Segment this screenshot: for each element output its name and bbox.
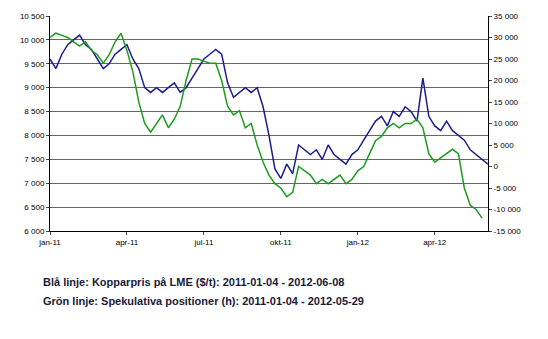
- svg-text:25 000: 25 000: [494, 55, 519, 64]
- svg-text:30 000: 30 000: [494, 33, 519, 42]
- svg-text:10 000: 10 000: [494, 119, 519, 128]
- svg-text:jul-11: jul-11: [193, 238, 214, 247]
- svg-text:apr-11: apr-11: [116, 238, 139, 247]
- svg-text:35 000: 35 000: [494, 12, 519, 21]
- svg-text:-5 000: -5 000: [494, 184, 517, 193]
- svg-text:20 000: 20 000: [494, 76, 519, 85]
- svg-text:9 000: 9 000: [24, 83, 45, 92]
- svg-text:6 500: 6 500: [24, 203, 45, 212]
- svg-text:Grön linje: Spekulativa positi: Grön linje: Spekulativa positioner (h): …: [43, 295, 364, 307]
- svg-text:10 500: 10 500: [20, 12, 45, 21]
- svg-text:0: 0: [494, 162, 499, 171]
- svg-text:apr-12: apr-12: [423, 238, 447, 247]
- svg-text:-15 000: -15 000: [494, 227, 522, 236]
- svg-text:10 000: 10 000: [20, 36, 45, 45]
- svg-text:7 500: 7 500: [24, 155, 45, 164]
- svg-text:6 000: 6 000: [24, 227, 45, 236]
- svg-text:15 000: 15 000: [494, 98, 519, 107]
- svg-text:9 500: 9 500: [24, 60, 45, 69]
- svg-text:jan-11: jan-11: [38, 238, 61, 247]
- svg-text:5 000: 5 000: [494, 141, 515, 150]
- svg-text:jan-12: jan-12: [346, 238, 370, 247]
- svg-text:-10 000: -10 000: [494, 205, 522, 214]
- svg-text:Blå linje: Kopparpris på LME (: Blå linje: Kopparpris på LME ($/t): 2011…: [43, 276, 344, 288]
- svg-text:7 000: 7 000: [24, 179, 45, 188]
- svg-text:okt-11: okt-11: [270, 238, 292, 247]
- svg-text:8 000: 8 000: [24, 131, 45, 140]
- svg-text:8 500: 8 500: [24, 107, 45, 116]
